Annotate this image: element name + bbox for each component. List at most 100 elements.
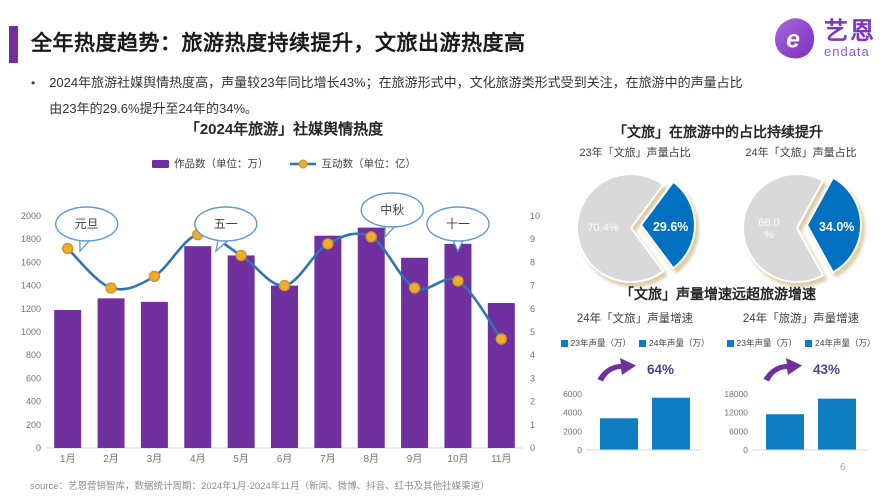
month-label: 11月: [491, 453, 511, 465]
right-axis-tick-label: 3: [530, 373, 535, 383]
legend-swatch: [726, 339, 734, 347]
right-axis-tick-label: 7: [530, 281, 535, 291]
mini-bar-24年: [652, 397, 690, 450]
pie-subtitle-24: 24年「文旅」声量占比: [745, 147, 857, 159]
month-label: 1月: [60, 453, 76, 465]
pie-slice-其他旅游: [742, 173, 825, 283]
left-axis-tick-label: 1000: [21, 327, 41, 337]
legend-label-line: 互动数（单位：亿）: [321, 158, 417, 170]
main-chart-section: 「2024年旅游」社媒舆情热度 作品数（单位：万） 互动数（单位：亿） 0 200…: [18, 118, 550, 470]
legend-label: 24年声量（万）: [815, 338, 876, 348]
right-axis-tick-label: 2: [530, 397, 535, 407]
bullet-marker: •: [31, 76, 36, 90]
pie-canvas-24: 66.0 % 34.0%: [742, 173, 862, 283]
pie-canvas-23: 70.4% 29.6%: [576, 173, 696, 283]
svg-text:五一: 五一: [214, 217, 238, 231]
bar-8月: [357, 227, 385, 448]
growth-section-title: 「文旅」声量增速远超旅游增速: [620, 286, 816, 302]
bar-4月: [184, 246, 212, 448]
right-axis-tick-label: 8: [530, 257, 535, 267]
growth-percent: 64%: [646, 361, 675, 377]
pie-slice-文旅: [639, 180, 696, 270]
right-column: 「文旅」在旅游中的占比持续提升 23年「文旅」声量占比 70.4% 29.6% 2…: [552, 118, 884, 470]
svg-text:中秋: 中秋: [380, 202, 404, 217]
growth-percent: 43%: [812, 361, 841, 377]
legend-item-line: 互动数（单位：亿）: [289, 156, 417, 171]
mini-bar-23年: [600, 418, 638, 450]
month-label: 7月: [320, 453, 336, 465]
data-point-3月: [148, 270, 161, 283]
left-axis-tick-label: 200: [26, 420, 41, 430]
pie-subtitle-23: 23年「文旅」声量占比: [579, 147, 691, 159]
endata-logo-name: 艺恩: [824, 18, 876, 45]
mini-chart-block-lvyou: 24年「旅游」声量增速 23年声量（万） 24年声量（万） 43% 0 6000 1…: [718, 310, 884, 464]
legend-glyph-line: [289, 159, 316, 168]
data-point-9月: [408, 282, 421, 294]
left-axis-tick-label: 1400: [21, 281, 41, 291]
left-axis-tick-label: 1600: [21, 257, 41, 267]
month-label: 6月: [277, 453, 293, 465]
right-axis-tick-label: 10: [530, 211, 540, 221]
key-insight-bullet: • 2024年旅游社媒舆情热度高，声量较23年同比增长43%；在旅游形式中，文化…: [31, 70, 771, 122]
mini-axis-tick-label: 12000: [724, 408, 748, 418]
legend-swatch: [639, 339, 646, 347]
month-label: 5月: [233, 453, 249, 465]
pie-label-blue: 29.6%: [653, 220, 688, 234]
mini-bar-23年: [766, 414, 804, 450]
svg-text:元旦: 元旦: [75, 217, 99, 231]
data-point-11月: [495, 333, 508, 345]
bar-6月: [271, 285, 298, 448]
pie-section-title: 「文旅」在旅游中的占比持续提升: [613, 124, 823, 140]
data-point-2月: [105, 282, 117, 294]
mini-chart-title: 24年「旅游」声量增速: [742, 313, 860, 325]
month-label: 2月: [103, 453, 119, 465]
bar-7月: [314, 235, 342, 448]
pie-slice-文旅: [805, 176, 862, 274]
callout-bubble-十一: 十一: [426, 206, 490, 253]
legend-label: 24年声量（万）: [649, 338, 710, 348]
data-point-10月: [452, 275, 464, 287]
legend-swatch: [805, 339, 812, 347]
pie-label-gray: 66.0%: [758, 217, 779, 241]
legend-swatch: [560, 339, 568, 347]
data-point-8月: [365, 231, 377, 243]
bar-3月: [140, 301, 168, 448]
svg-text:e: e: [786, 26, 800, 54]
callout-bubble-五一: 五一: [194, 206, 258, 253]
mini-axis-tick-label: 2000: [563, 426, 582, 436]
legend-label: 23年声量（万）: [570, 338, 631, 348]
right-axis-tick-label: 9: [530, 234, 535, 244]
pie-block-24: 24年「文旅」声量占比 66.0% 34.0%: [718, 144, 884, 294]
month-label: 4月: [190, 453, 206, 465]
legend-item-bars: 作品数（单位：万）: [152, 156, 269, 171]
mini-chart-legend: 23年声量（万） 24年声量（万）: [718, 337, 884, 349]
bar-1月: [54, 309, 82, 448]
left-axis-tick-label: 1200: [21, 304, 41, 314]
left-axis-tick-label: 600: [26, 373, 41, 383]
pie-label-gray: 70.4%: [587, 222, 618, 234]
right-axis-tick-label: 0: [530, 443, 535, 453]
data-point-6月: [278, 279, 291, 292]
title-accent-bar: [9, 26, 18, 63]
main-chart-canvas: 0 200 400 600 800 1000 1200 1400 1600 1800 2000 0 1 2…: [21, 192, 540, 465]
endata-logo-icon: e: [775, 18, 815, 59]
endata-logo-sub: endata: [824, 44, 870, 59]
mini-axis-tick-label: 18000: [724, 389, 748, 399]
growth-arrow-icon: [763, 358, 802, 382]
callout-bubble-中秋: 中秋: [360, 192, 424, 239]
legend-label-bars: 作品数（单位：万）: [174, 158, 269, 170]
growth-charts: 24年「文旅」声量增速 23年声量（万） 24年声量（万） 64% 0 2000 4…: [552, 310, 884, 464]
left-axis-tick-label: 400: [26, 397, 41, 407]
main-chart-legend: 作品数（单位：万） 互动数（单位：亿）: [18, 156, 550, 171]
callout-bubble-元旦: 元旦: [54, 206, 119, 253]
pie-label-blue: 34.0%: [819, 220, 854, 234]
left-axis-tick-label: 800: [26, 350, 41, 360]
month-label: 9月: [407, 453, 423, 465]
endata-logo: e 艺恩 endata: [770, 16, 876, 62]
month-label: 10月: [447, 453, 468, 465]
mini-chart-canvas: 0 2000 4000 6000: [563, 389, 702, 455]
mini-chart-legend: 23年声量（万） 24年声量（万）: [552, 337, 718, 349]
bar-10月: [444, 243, 472, 448]
bullet-text: 2024年旅游社媒舆情热度高，声量较23年同比增长43%；在旅游形式中，文化旅游…: [49, 75, 743, 116]
mini-chart-title: 24年「文旅」声量增速: [576, 313, 694, 325]
